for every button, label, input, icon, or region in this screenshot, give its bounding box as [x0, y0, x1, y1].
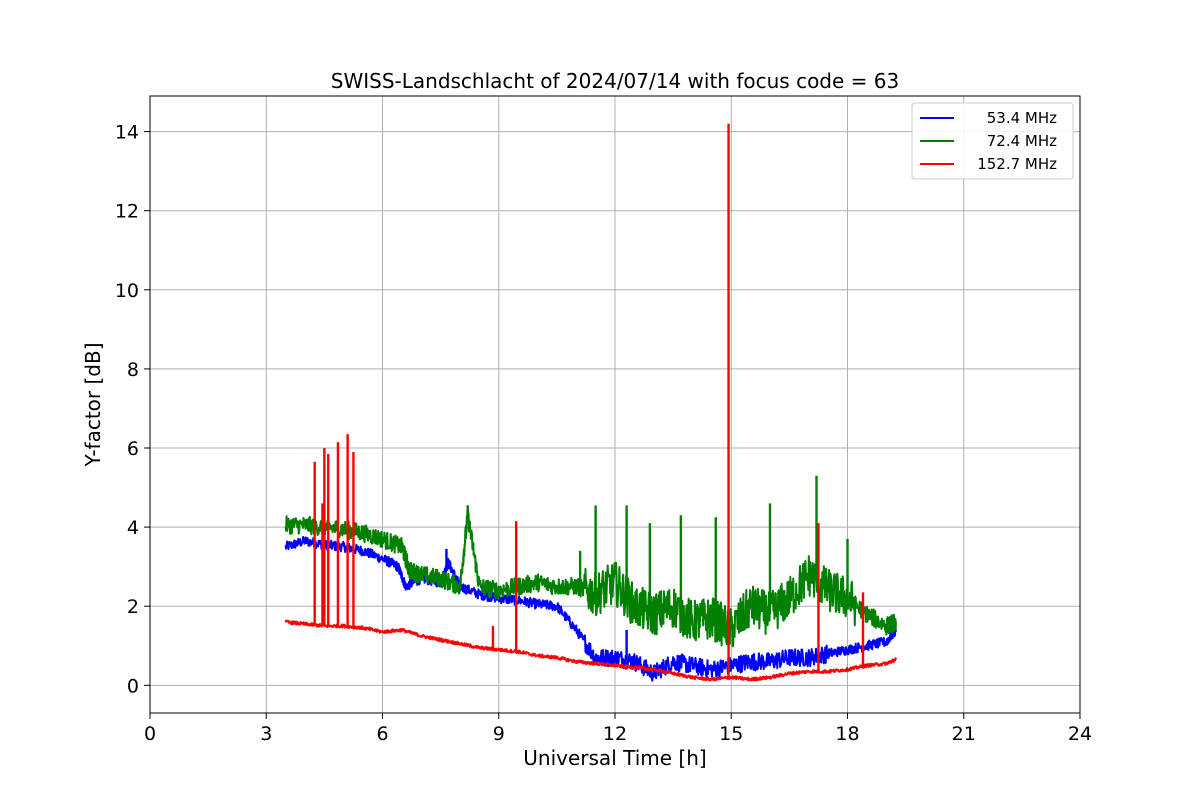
y-tick-label: 12	[115, 201, 139, 223]
legend: 53.4 MHz 72.4 MHz 152.7 MHz	[911, 102, 1074, 180]
legend-box	[911, 102, 1074, 180]
series-line	[284, 509, 897, 648]
y-tick-label: 6	[127, 438, 139, 460]
legend-label: 72.4 MHz	[987, 132, 1057, 150]
x-tick-label: 15	[719, 723, 743, 745]
x-tick-label: 21	[952, 723, 976, 745]
x-axis-label: Universal Time [h]	[523, 746, 706, 770]
x-tick-label: 12	[603, 723, 627, 745]
y-tick-label: 0	[127, 675, 139, 697]
series-line	[284, 619, 897, 682]
y-tick-label: 4	[127, 517, 139, 539]
x-tick-label: 0	[144, 723, 156, 745]
y-tick-label: 10	[115, 280, 139, 302]
legend-label: 152.7 MHz	[977, 155, 1057, 173]
series-line	[284, 535, 897, 682]
series-lines	[284, 123, 897, 682]
y-tick-label: 8	[127, 359, 139, 381]
y-tick-label: 14	[115, 122, 139, 144]
y-axis-label: Y-factor [dB]	[81, 342, 105, 467]
x-tick-label: 9	[493, 723, 505, 745]
chart-title: SWISS-Landschlacht of 2024/07/14 with fo…	[331, 69, 899, 93]
x-tick-label: 18	[835, 723, 859, 745]
x-tick-label: 3	[260, 723, 272, 745]
x-tick-label: 6	[376, 723, 388, 745]
y-tick-label: 2	[127, 596, 139, 618]
legend-label: 53.4 MHz	[987, 109, 1057, 127]
x-tick-label: 24	[1068, 723, 1092, 745]
